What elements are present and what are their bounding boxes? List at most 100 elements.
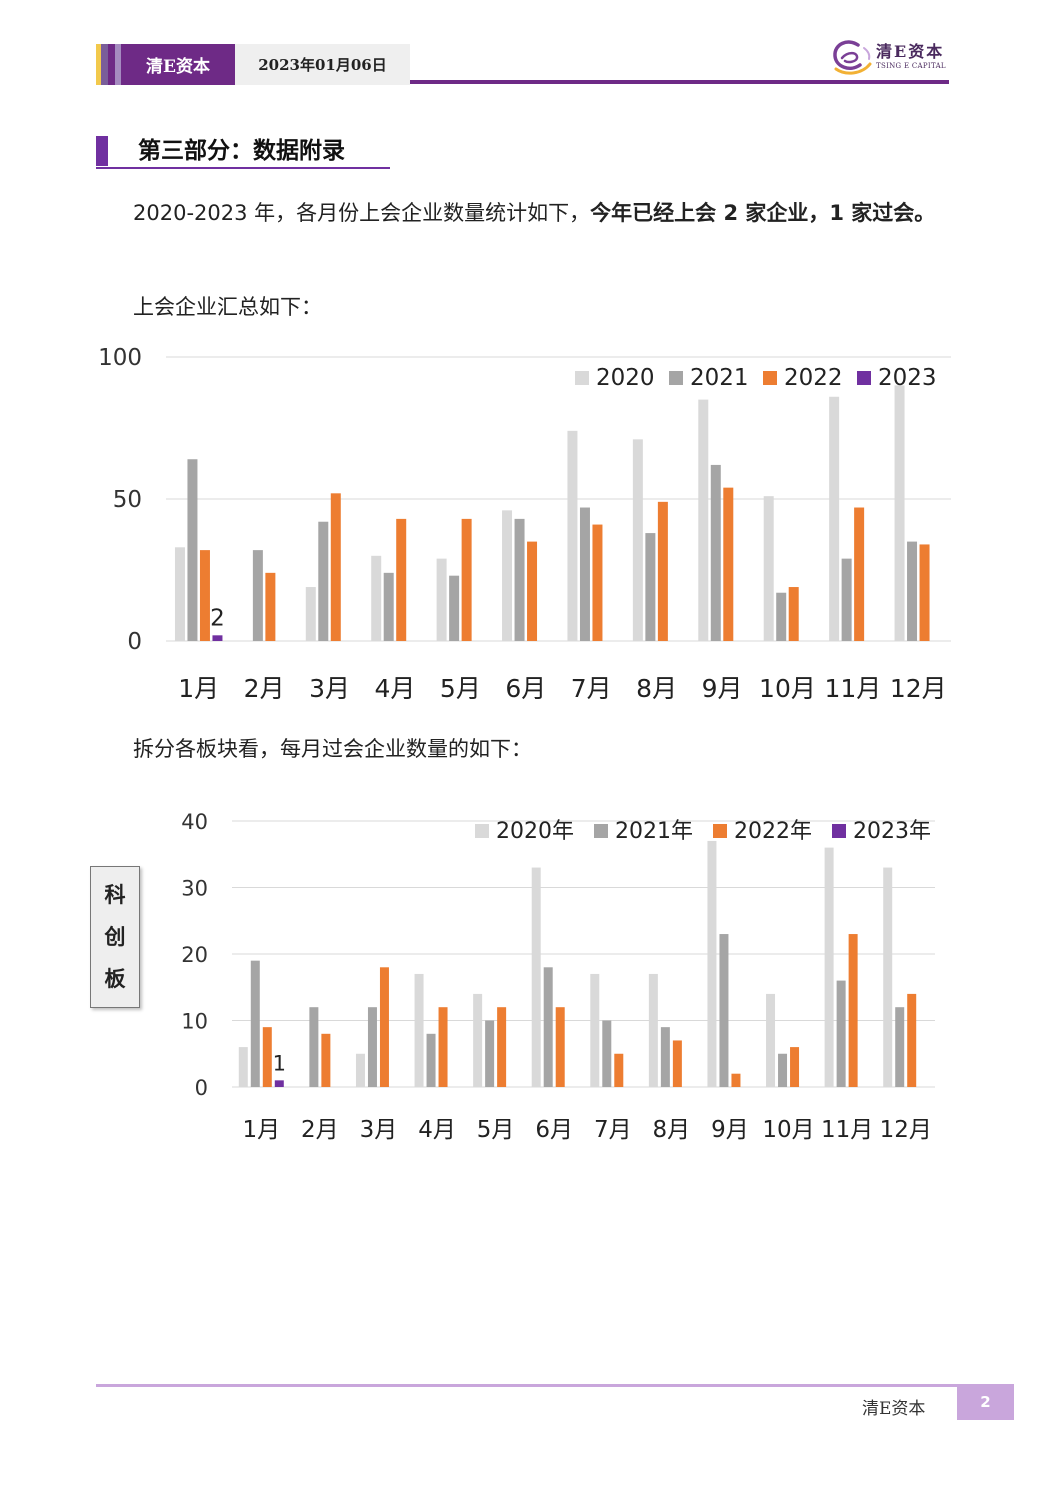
bar-2020-9月 xyxy=(698,399,709,641)
bar-2020年-5月 xyxy=(473,993,483,1087)
header-stripe-lilac xyxy=(115,44,121,85)
bar-2022-7月 xyxy=(592,524,603,641)
x-tick-label: 7月 xyxy=(571,674,612,703)
intro-paragraph: 2020-2023 年，各月份上会企业数量统计如下，今年已经上会 2 家企业，1… xyxy=(96,192,958,234)
bar-2020-5月 xyxy=(436,558,447,641)
bar-2020年-11月 xyxy=(824,847,834,1087)
bar-2022年-6月 xyxy=(555,1007,565,1087)
bar-2022-3月 xyxy=(330,493,341,641)
bar-2020年-1月 xyxy=(238,1047,248,1087)
footer-rule xyxy=(96,1384,958,1387)
bar-2020-4月 xyxy=(371,555,382,641)
y-tick-label: 10 xyxy=(181,1010,208,1034)
x-tick-label: 7月 xyxy=(594,1117,632,1143)
bar-2022年-3月 xyxy=(379,967,389,1087)
chart-star-market-approvals: 0 10 20 30 40 1月 2月 3月 4月 5月 6月 7月 8月 9月 10月 11月 12月 1 202… xyxy=(181,810,935,1143)
bar-2020-6月 xyxy=(502,510,513,641)
header-rule xyxy=(410,80,949,84)
legend-label: 2021 xyxy=(690,365,749,391)
legend-swatch xyxy=(857,371,871,385)
bar-2021-3月 xyxy=(318,521,329,641)
legend-swatch xyxy=(713,824,727,838)
bar-2021年-5月 xyxy=(485,1020,495,1087)
bar-2022-4月 xyxy=(396,518,407,641)
chart-meetings-summary: 0 50 100 1月 2月 3月 4月 5月 6月 7月 8月 9月 10月 11月 12月 2 2023 20… xyxy=(98,345,951,703)
y-tick-label: 0 xyxy=(195,1076,208,1100)
x-tick-label: 5月 xyxy=(477,1117,515,1143)
bar-2020年-7月 xyxy=(590,973,600,1087)
bar-2021年-8月 xyxy=(660,1027,670,1087)
bar-2021-1月 xyxy=(187,459,198,641)
bar-2020-10月 xyxy=(763,496,774,641)
legend-swatch xyxy=(594,824,608,838)
bar-2022年-9月 xyxy=(731,1073,741,1087)
bar-2021-7月 xyxy=(579,507,590,641)
bar-2021-2月 xyxy=(252,550,263,641)
legend-label: 2023年 xyxy=(853,819,931,844)
bar-2022年-5月 xyxy=(497,1007,507,1087)
legend-swatch xyxy=(763,371,777,385)
bar-2022-6月 xyxy=(527,541,538,641)
caption-summary: 上会企业汇总如下： xyxy=(133,295,322,319)
bar-2021年-2月 xyxy=(309,1007,319,1087)
bar-2020年-10月 xyxy=(766,993,776,1087)
x-tick-label: 8月 xyxy=(636,674,677,703)
section-underline xyxy=(96,167,390,169)
bar-2021-8月 xyxy=(645,533,656,641)
bar-2022年-8月 xyxy=(672,1040,682,1087)
bar-2022-10月 xyxy=(788,587,799,641)
legend-label: 2020年 xyxy=(496,819,574,844)
bar-2020年-6月 xyxy=(531,867,541,1087)
x-tick-label: 6月 xyxy=(535,1117,573,1143)
logo-swirl-icon xyxy=(833,40,872,75)
x-tick-label: 8月 xyxy=(653,1117,691,1143)
bar-2021年-10月 xyxy=(778,1053,788,1087)
company-logo: 清E资本 TSING E CAPITAL xyxy=(828,36,952,78)
footer-brand: 清E资本 xyxy=(862,1399,926,1419)
y-tick-label: 20 xyxy=(181,943,208,967)
bar-2022年-7月 xyxy=(614,1053,624,1087)
legend-swatch xyxy=(832,824,846,838)
bar-2022年-10月 xyxy=(790,1047,800,1087)
x-tick-label: 2月 xyxy=(244,674,285,703)
bar-2021-11月 xyxy=(841,558,852,641)
bar-2020年-8月 xyxy=(648,973,658,1087)
data-label: 1 xyxy=(273,1051,286,1075)
x-tick-label: 3月 xyxy=(309,674,350,703)
board-label-char-1: 科 xyxy=(104,883,126,907)
x-tick-label: 1月 xyxy=(178,674,219,703)
bar-2022年-12月 xyxy=(907,993,917,1087)
bar-2023-1月 xyxy=(212,635,223,641)
y-tick-label: 30 xyxy=(181,877,208,901)
x-tick-label: 4月 xyxy=(375,674,416,703)
section-marker xyxy=(96,136,108,166)
bar-2021-4月 xyxy=(383,572,394,641)
x-tick-label: 2月 xyxy=(301,1117,339,1143)
bar-2020年-3月 xyxy=(355,1053,365,1087)
x-tick-label: 12月 xyxy=(890,674,947,703)
bar-2022-1月 xyxy=(199,550,210,641)
x-tick-label: 6月 xyxy=(505,674,546,703)
bar-2023年-1月 xyxy=(274,1080,284,1087)
bar-2021年-9月 xyxy=(719,934,729,1087)
bar-2021年-12月 xyxy=(895,1007,905,1087)
header-stripe-yellow xyxy=(96,44,101,85)
y-tick-label: 40 xyxy=(181,810,208,834)
bar-2020-1月 xyxy=(174,547,185,641)
bar-2020-3月 xyxy=(305,587,316,641)
bar-2022年-11月 xyxy=(848,934,858,1087)
x-tick-label: 11月 xyxy=(824,674,881,703)
bar-2020-12月 xyxy=(894,385,905,641)
legend-swatch xyxy=(575,371,589,385)
bar-2021年-4月 xyxy=(426,1033,436,1087)
x-tick-label: 9月 xyxy=(702,674,743,703)
y-tick-label: 100 xyxy=(98,345,142,371)
section-title: 第三部分：数据附录 xyxy=(138,138,345,164)
bar-2020年-9月 xyxy=(707,840,717,1087)
bar-2021-6月 xyxy=(514,518,525,641)
y-tick-label: 50 xyxy=(113,487,142,513)
legend-label: 2020 xyxy=(596,365,655,391)
header-brand: 清E资本 xyxy=(121,44,235,85)
legend-label: 2022年 xyxy=(734,819,812,844)
y-tick-label: 0 xyxy=(127,629,142,655)
